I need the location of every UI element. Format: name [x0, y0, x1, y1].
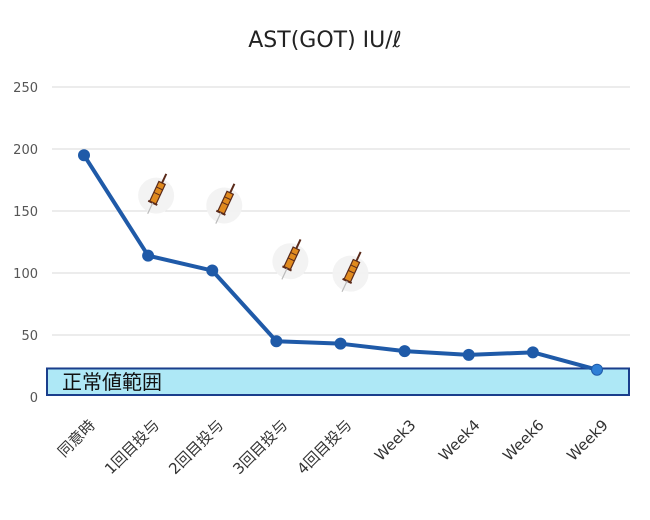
x-tick-label: 4回目投与 [293, 416, 355, 478]
data-point [206, 264, 219, 277]
y-tick-label: 150 [13, 205, 38, 220]
data-point [398, 345, 411, 358]
syringe-icon [332, 251, 369, 293]
normal-range-band-group: 正常値範囲 [46, 367, 630, 397]
data-point [591, 363, 603, 376]
x-axis: 同意時 1回目投与 2回目投与 3回目投与 4回目投与 Week3 Week4 Week6 We… [54, 416, 612, 478]
syringe-icons [138, 173, 369, 293]
x-tick-label: 1回目投与 [101, 416, 163, 478]
x-tick-label: 2回目投与 [165, 416, 227, 478]
data-point [78, 149, 90, 162]
y-tick-label: 100 [13, 267, 38, 282]
syringe-icon [138, 173, 175, 215]
data-point [142, 249, 155, 262]
x-tick-label: Week4 [435, 416, 484, 465]
x-tick-label: Week3 [371, 416, 420, 465]
y-tick-label: 200 [13, 143, 38, 158]
y-tick-label: 0 [30, 391, 38, 406]
data-point [462, 348, 475, 361]
x-tick-label: Week9 [563, 416, 612, 465]
y-axis: 0 50 100 150 200 250 [13, 81, 38, 406]
data-point [526, 346, 539, 359]
chart-title: AST(GOT) IU/ℓ [248, 28, 402, 53]
normal-range-band [46, 367, 630, 397]
data-point [270, 335, 283, 348]
y-tick-label: 250 [13, 81, 38, 96]
x-tick-label: 3回目投与 [229, 416, 291, 478]
x-tick-label: 同意時 [54, 416, 99, 461]
gridlines [52, 86, 630, 336]
syringe-icon [206, 183, 243, 224]
series-line-group [78, 149, 603, 376]
data-point [334, 337, 347, 350]
x-tick-label: Week6 [499, 416, 548, 465]
y-tick-label: 50 [21, 329, 38, 344]
syringe-icon [272, 239, 309, 280]
normal-range-label: 正常値範囲 [62, 370, 162, 394]
